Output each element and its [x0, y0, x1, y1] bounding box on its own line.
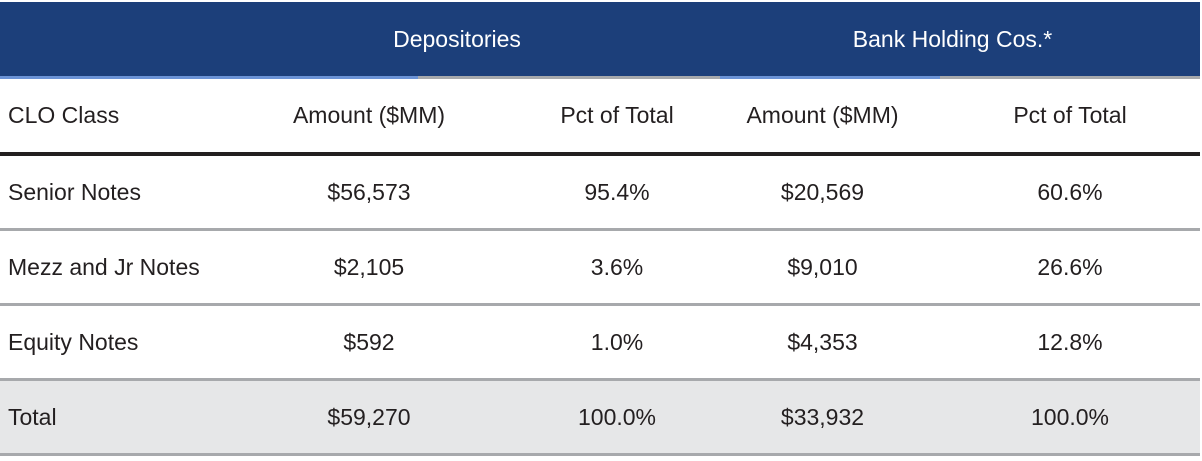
column-header-row: CLO Class Amount ($MM) Pct of Total Amou…	[0, 79, 1200, 156]
cell-clo-class: Senior Notes	[8, 178, 141, 205]
cell-bhc-amount: $9,010	[787, 253, 858, 280]
table-row: Equity Notes $592 1.0% $4,353 12.8%	[0, 306, 1200, 381]
total-bhc-pct: 100.0%	[1030, 403, 1109, 430]
column-header-bhc-amount: Amount ($MM)	[746, 102, 899, 128]
table-row: Mezz and Jr Notes $2,105 3.6% $9,010 26.…	[0, 231, 1200, 306]
column-header-bhc-pct: Pct of Total	[1013, 102, 1127, 128]
cell-dep-pct: 1.0%	[590, 328, 644, 355]
cell-dep-pct: 3.6%	[590, 253, 644, 280]
cell-bhc-amount: $4,353	[787, 328, 858, 355]
group-header-depositories: Depositories	[393, 25, 521, 52]
total-row: Total $59,270 100.0% $33,932 100.0%	[0, 381, 1200, 456]
cell-dep-amount: $592	[343, 328, 395, 355]
group-header-band: Depositories Bank Holding Cos.*	[0, 2, 1200, 76]
total-bhc-amount: $33,932	[780, 403, 865, 430]
group-header-underline	[0, 76, 1200, 79]
cell-dep-pct: 95.4%	[584, 178, 650, 205]
cell-bhc-amount: $20,569	[780, 178, 865, 205]
cell-bhc-pct: 12.8%	[1037, 328, 1103, 355]
cell-dep-amount: $2,105	[333, 253, 405, 280]
total-dep-pct: 100.0%	[577, 403, 656, 430]
cell-bhc-pct: 26.6%	[1037, 253, 1103, 280]
column-header-dep-amount: Amount ($MM)	[292, 102, 446, 128]
column-header-dep-pct: Pct of Total	[560, 102, 674, 128]
cell-bhc-pct: 60.6%	[1037, 178, 1103, 205]
cell-clo-class: Mezz and Jr Notes	[8, 253, 200, 280]
group-header-bank-holding: Bank Holding Cos.*	[852, 25, 1053, 52]
column-header-clo-class: CLO Class	[8, 102, 120, 128]
total-dep-amount: $59,270	[327, 403, 411, 430]
group-header-empty	[0, 2, 209, 76]
total-label: Total	[8, 403, 57, 430]
cell-clo-class: Equity Notes	[8, 328, 139, 355]
table-row: Senior Notes $56,573 95.4% $20,569 60.6%	[0, 156, 1200, 231]
cell-dep-amount: $56,573	[327, 178, 411, 205]
